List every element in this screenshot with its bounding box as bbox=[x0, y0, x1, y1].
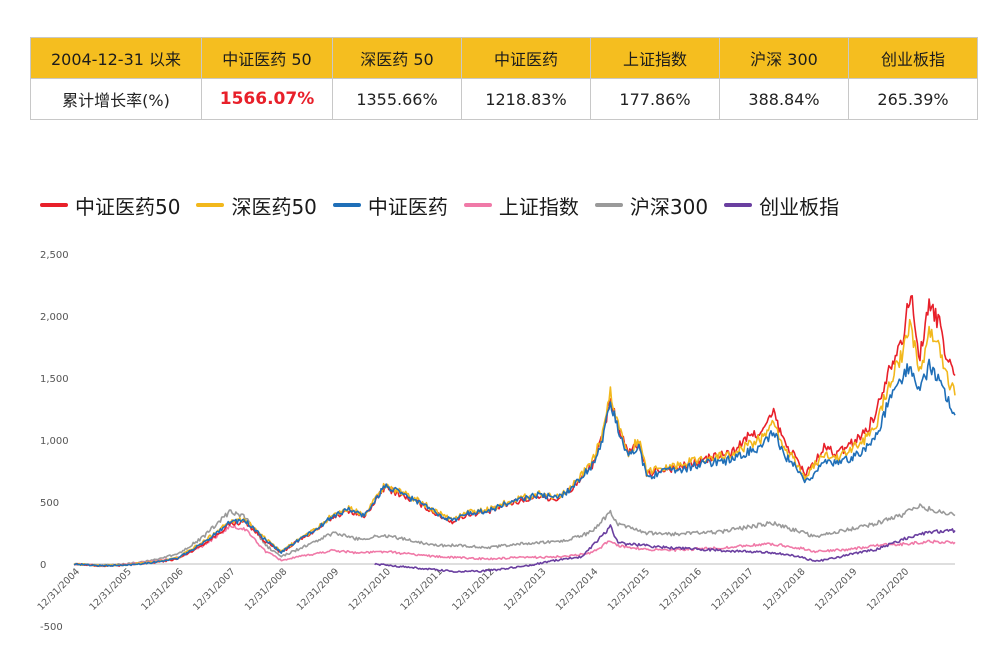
x-tick-label: 12/31/2017 bbox=[709, 566, 756, 613]
legend-swatch bbox=[463, 203, 492, 207]
x-tick-label: 12/31/2004 bbox=[36, 566, 83, 613]
table-header-cell: 上证指数 bbox=[590, 37, 720, 79]
legend-label: 中证医药50 bbox=[75, 194, 181, 219]
x-tick-label: 12/31/2018 bbox=[761, 566, 808, 613]
x-tick-label: 12/31/2005 bbox=[87, 566, 134, 613]
table-header-row: 2004-12-31 以来 中证医药 50 深医药 50 中证医药 上证指数 沪… bbox=[30, 37, 978, 79]
legend-swatch bbox=[332, 203, 361, 207]
series-line bbox=[374, 524, 956, 573]
legend-label: 创业板指 bbox=[759, 194, 840, 219]
table-header-cell: 中证医药 50 bbox=[201, 37, 333, 79]
x-tick-label: 12/31/2020 bbox=[865, 566, 912, 613]
x-tick-label: 12/31/2011 bbox=[398, 566, 445, 613]
legend-label: 深医药50 bbox=[231, 194, 317, 219]
table-cell: 265.39% bbox=[848, 78, 978, 120]
legend-item: 沪深300 bbox=[594, 191, 709, 220]
y-tick-label: 0 bbox=[40, 560, 46, 571]
x-tick-label: 12/31/2008 bbox=[243, 566, 290, 613]
y-tick-label: 500 bbox=[40, 498, 59, 509]
table-header-cell: 中证医药 bbox=[461, 37, 591, 79]
legend-swatch bbox=[724, 203, 753, 207]
table-cell: 1355.66% bbox=[332, 78, 462, 120]
table-cell-highlight: 1566.07% bbox=[201, 78, 333, 120]
legend-item: 深医药50 bbox=[196, 191, 317, 220]
y-tick-label: 1,500 bbox=[40, 374, 69, 385]
table-cell: 177.86% bbox=[590, 78, 720, 120]
legend-swatch bbox=[594, 203, 623, 207]
y-tick-label: -500 bbox=[40, 622, 63, 633]
chart-legend: 中证医药50 深医药50 中证医药 上证指数 沪深300 创业板指 bbox=[40, 190, 855, 220]
x-tick-label: 12/31/2009 bbox=[295, 566, 342, 613]
x-tick-label: 12/31/2019 bbox=[813, 566, 860, 613]
y-tick-label: 2,500 bbox=[40, 250, 69, 261]
x-tick-label: 12/31/2013 bbox=[502, 566, 549, 613]
series-line bbox=[73, 524, 956, 568]
legend-label: 上证指数 bbox=[498, 194, 579, 219]
x-tick-label: 12/31/2015 bbox=[606, 566, 653, 613]
table-row: 累计增长率(%) 1566.07% 1355.66% 1218.83% 177.… bbox=[30, 78, 978, 120]
y-tick-label: 2,000 bbox=[40, 312, 69, 323]
x-tick-label: 12/31/2016 bbox=[658, 566, 705, 613]
table-header-cell: 2004-12-31 以来 bbox=[30, 37, 202, 79]
legend-label: 沪深300 bbox=[629, 194, 709, 219]
series-line bbox=[73, 358, 956, 568]
legend-item: 创业板指 bbox=[724, 191, 839, 220]
table-cell: 388.84% bbox=[719, 78, 849, 120]
legend-swatch bbox=[196, 203, 225, 207]
legend-label: 中证医药 bbox=[367, 194, 448, 219]
table-cell: 累计增长率(%) bbox=[30, 78, 202, 120]
legend-item: 中证医药50 bbox=[40, 191, 180, 220]
x-tick-label: 12/31/2010 bbox=[347, 566, 394, 613]
x-tick-label: 12/31/2006 bbox=[139, 566, 186, 613]
table-header-cell: 深医药 50 bbox=[332, 37, 462, 79]
legend-swatch bbox=[40, 203, 68, 207]
table-cell: 1218.83% bbox=[461, 78, 591, 120]
legend-item: 中证医药 bbox=[332, 191, 448, 220]
series-line bbox=[73, 294, 956, 568]
x-tick-label: 12/31/2014 bbox=[554, 566, 601, 613]
y-tick-label: 1,000 bbox=[40, 436, 69, 447]
legend-item: 上证指数 bbox=[463, 191, 579, 220]
x-tick-label: 12/31/2012 bbox=[450, 566, 497, 613]
series-line bbox=[73, 318, 956, 568]
table-header-cell: 沪深 300 bbox=[719, 37, 849, 79]
series-line bbox=[73, 503, 956, 567]
x-tick-label: 12/31/2007 bbox=[191, 566, 238, 613]
table-header-cell: 创业板指 bbox=[848, 37, 978, 79]
summary-table: 2004-12-31 以来 中证医药 50 深医药 50 中证医药 上证指数 沪… bbox=[30, 37, 978, 120]
